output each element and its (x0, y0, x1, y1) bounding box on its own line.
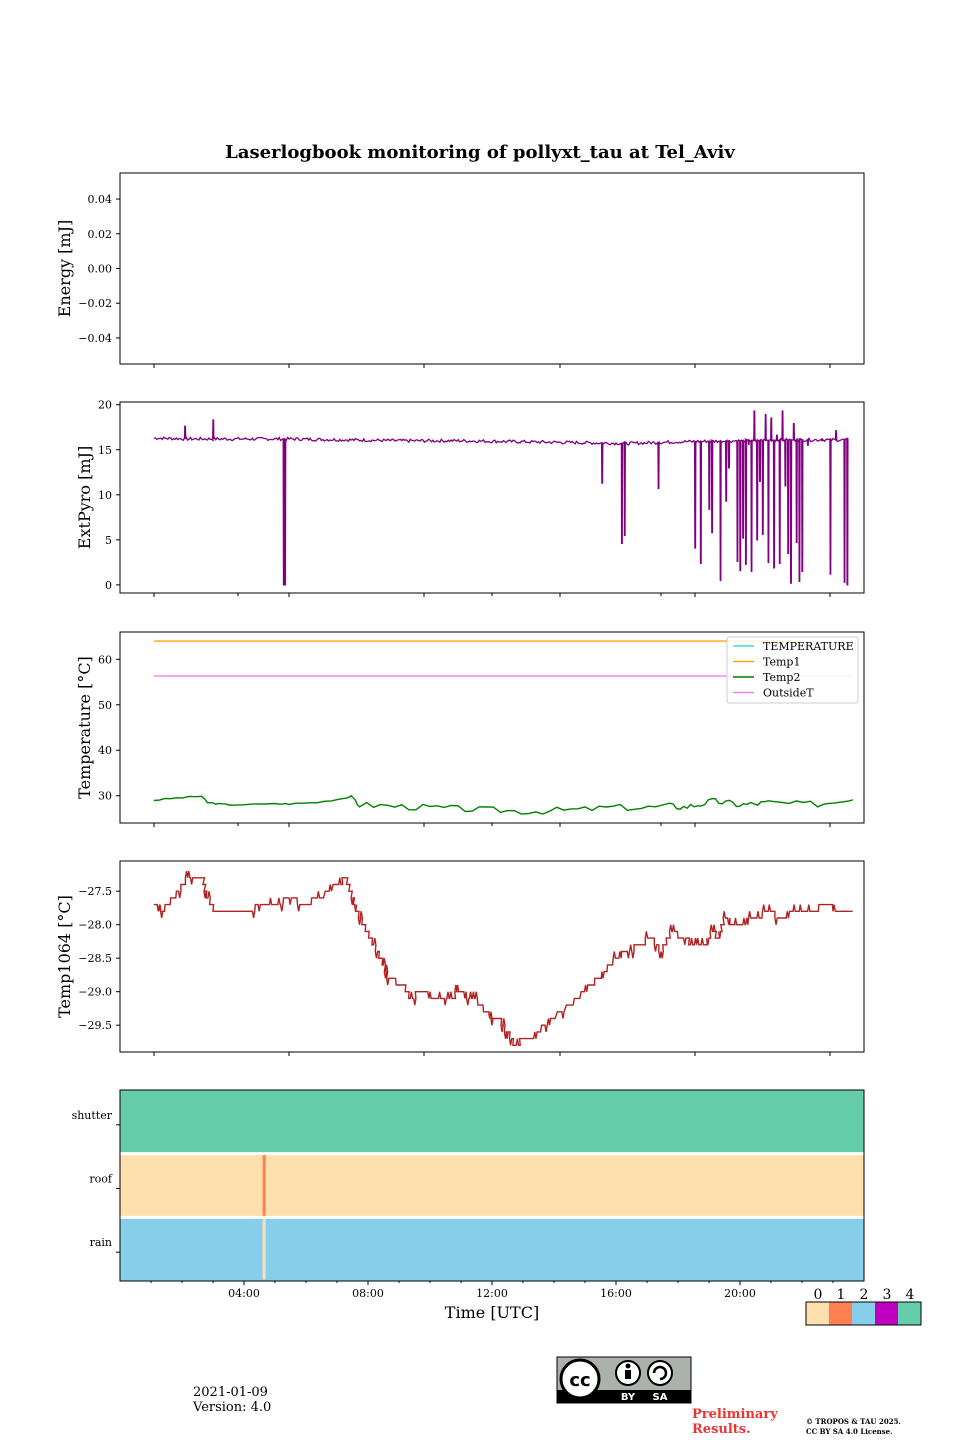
status-event-roof (262, 1155, 266, 1216)
x-axis-label: Time [UTC] (445, 1303, 539, 1322)
y-tick-label: −27.5 (78, 885, 112, 898)
y-tick-label: 60 (98, 653, 112, 666)
colorbar-tick-label: 4 (906, 1287, 915, 1303)
y-tick-label: 40 (98, 744, 112, 757)
colorbar-cell-1 (829, 1302, 852, 1325)
x-tick-label: 16:00 (600, 1287, 632, 1300)
y-tick-label: 15 (98, 444, 112, 457)
copyright-text-line2: CC BY SA 4.0 License. (806, 1427, 893, 1436)
y-tick-label: −29.0 (78, 986, 112, 999)
status-row-label: shutter (72, 1109, 113, 1122)
y-tick-label: 0 (105, 579, 112, 592)
copyright-text-line1: © TROPOS & TAU 2025. (806, 1417, 901, 1426)
series-line-temp2 (153, 794, 853, 815)
colorbar-cell-2 (852, 1302, 875, 1325)
colorbar-cell-0 (806, 1302, 829, 1325)
colorbar-tick-label: 3 (883, 1287, 892, 1303)
legend-box (726, 636, 859, 704)
legend-label: OutsideT (763, 687, 814, 700)
by-label: BY (621, 1392, 636, 1403)
temperature-axes-frame (119, 631, 865, 824)
cc-icon (559, 1358, 601, 1400)
y-tick-label: −0.04 (78, 332, 112, 345)
status-row-label: roof (89, 1173, 113, 1186)
y-axis-label: Energy [mJ] (55, 220, 74, 318)
y-tick-label: 0.02 (88, 228, 113, 241)
preliminary-text-line2: Results. (692, 1422, 751, 1437)
x-tick-label: 20:00 (724, 1287, 756, 1300)
temperature-legend: TEMPERATURE Temp1 Temp2 OutsideT (726, 636, 859, 704)
y-tick-label: 50 (98, 699, 112, 712)
temp1064-axes-frame (119, 860, 865, 1053)
temp1064-series-line (153, 870, 853, 1046)
x-tick-label: 08:00 (352, 1287, 384, 1300)
temperature-panel: 60 50 40 30 Temperature [°C] TEMPERATURE Temp1… (75, 631, 865, 827)
status-row-rain (120, 1217, 864, 1281)
legend-label: TEMPERATURE (763, 640, 854, 653)
y-tick-label: −28.0 (78, 919, 112, 932)
y-tick-label: 0.00 (88, 263, 113, 276)
cc-license-badge: cc BY SA (556, 1356, 692, 1404)
cc-label: cc (569, 1370, 590, 1391)
status-panel: shutter roof rain 04:00 08:00 12:00 16:00 20:00… (72, 1089, 865, 1322)
extpyro-series-line (153, 410, 849, 586)
extpyro-panel: 20 15 10 5 0 ExtPyro [mJ] (75, 399, 865, 597)
y-axis-label: ExtPyro [mJ] (75, 446, 94, 549)
energy-panel: 0.04 0.02 0.00 −0.02 −0.04 Energy [mJ] (55, 172, 865, 368)
share-alike-icon (647, 1360, 673, 1386)
y-tick-label: 10 (98, 489, 112, 502)
y-tick-label: 5 (105, 534, 112, 547)
status-event-rain (262, 1218, 266, 1280)
colorbar-cell-4 (898, 1302, 921, 1325)
status-row-roof (120, 1153, 864, 1218)
x-tick-label: 04:00 (228, 1287, 260, 1300)
temp1064-panel: −27.5 −28.0 −28.5 −29.0 −29.5 Temp1064 [°C] (55, 860, 865, 1056)
status-row-label: rain (90, 1236, 112, 1249)
y-axis-label: Temperature [°C] (75, 656, 94, 799)
colorbar-tick-label: 2 (860, 1287, 869, 1303)
legend-label: Temp1 (763, 656, 800, 669)
chart-title: Laserlogbook monitoring of pollyxt_tau a… (225, 142, 735, 163)
status-row-shutter (120, 1090, 864, 1154)
y-tick-label: 20 (98, 399, 112, 412)
colorbar-tick-label: 0 (814, 1287, 823, 1303)
colorbar-frame (805, 1301, 922, 1326)
y-axis-label: Temp1064 [°C] (55, 895, 74, 1018)
y-tick-label: −0.02 (78, 297, 112, 310)
colorbar-cell-3 (875, 1302, 898, 1325)
y-tick-label: −29.5 (78, 1019, 112, 1032)
y-tick-label: −28.5 (78, 952, 112, 965)
x-tick-label: 12:00 (476, 1287, 508, 1300)
date-text: 2021-01-09 (193, 1385, 268, 1400)
version-text: Version: 4.0 (192, 1400, 271, 1415)
preliminary-text-line1: Preliminary (692, 1407, 778, 1422)
colorbar-tick-label: 1 (837, 1287, 846, 1303)
y-tick-label: 0.04 (88, 193, 113, 206)
extpyro-axes-frame (119, 401, 865, 594)
energy-axes-frame (119, 172, 865, 365)
sa-label: SA (653, 1392, 668, 1403)
y-tick-label: 30 (98, 790, 112, 803)
legend-label: Temp2 (763, 671, 800, 684)
